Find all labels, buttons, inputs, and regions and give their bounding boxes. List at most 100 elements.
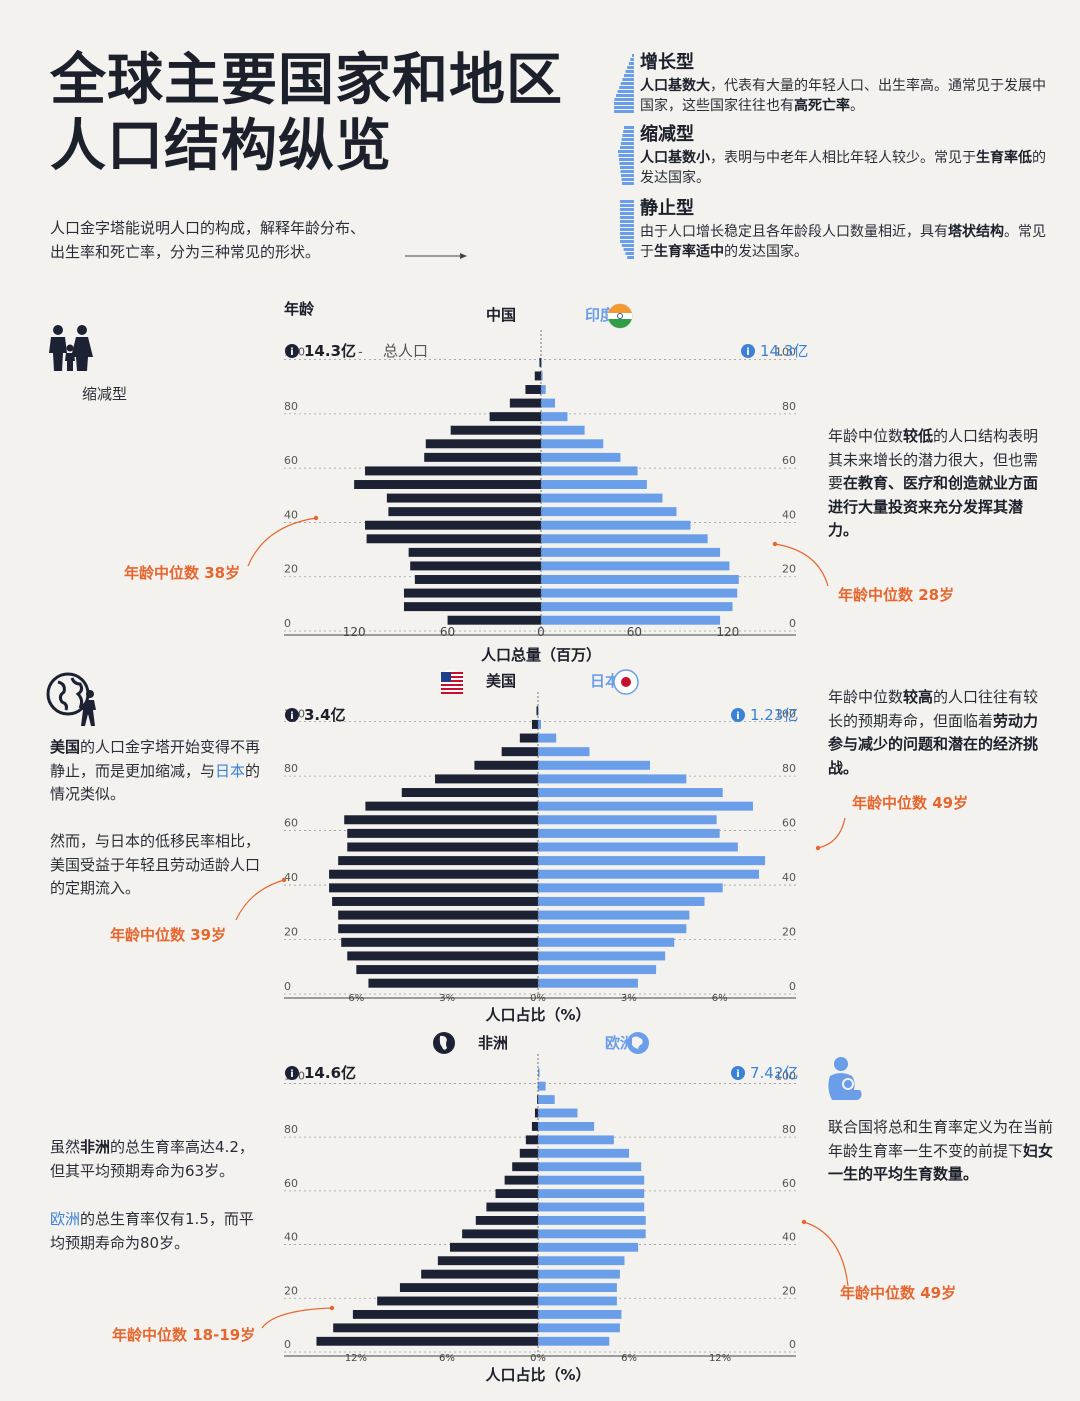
rich-text-segment: 年龄中位数	[828, 427, 904, 445]
bar-left-75-79	[435, 774, 538, 784]
rich-text-segment: 劳动力参与减少的问题和潜在的经济挑战。	[828, 711, 1039, 777]
arrowhead	[815, 845, 821, 851]
bar-right-25-29	[538, 1269, 620, 1279]
rich-text-segment: 的发达国家。	[724, 244, 808, 260]
left-median-label: 年龄中位数 39岁	[110, 926, 226, 944]
rich-text-segment: 年龄中位数	[828, 688, 904, 706]
bar-right-50-54	[538, 842, 738, 852]
us-flag-icon	[440, 670, 464, 694]
age-tick-left: 60	[284, 1177, 298, 1190]
age-tick-right: 0	[789, 617, 796, 630]
bar-left-55-59	[347, 828, 538, 838]
right-total-value: 7.42亿	[750, 1064, 798, 1082]
legend-stripe	[619, 86, 634, 89]
legend-stripe	[621, 244, 634, 247]
left-total: i 14.3亿	[285, 342, 356, 360]
x-tick-label: 3%	[439, 993, 455, 1004]
bar-right-75-79	[538, 1135, 614, 1145]
migration-globe-icon	[46, 672, 96, 726]
legend-stripe	[628, 62, 634, 65]
right-median-arrow	[803, 1221, 849, 1287]
bar-right-40-44	[538, 1229, 646, 1239]
bar-left-90-94	[519, 733, 538, 743]
bar-left-25-29	[421, 1269, 538, 1279]
rich-text-segment: 美国	[50, 738, 81, 756]
china-india-pyramid: 10010080806060404020200012060060120人口总量（…	[124, 300, 954, 664]
africa-globe-icon	[433, 1032, 455, 1054]
bar-left-80-84	[509, 398, 541, 408]
age-tick-left: 20	[284, 1284, 298, 1297]
bar-right-0-4	[541, 615, 721, 625]
bar-left-50-54	[486, 1202, 538, 1212]
info-icon	[285, 708, 299, 722]
type-growth-name: 增长型	[640, 52, 694, 73]
left-region-name: 非洲	[478, 1034, 508, 1052]
bar-left-85-89	[501, 747, 538, 757]
rich-text-segment: ，表明与中老年人相比年轻人较少。常见于	[710, 150, 976, 166]
legend-stripe	[630, 58, 634, 61]
bar-right-30-34	[538, 1256, 625, 1266]
africa-note: 虽然非洲的总生育率高达4.2，但其平均预期寿命为63岁。	[50, 1136, 266, 1183]
legend-stripe	[614, 102, 634, 105]
age-tick-left: 40	[284, 871, 298, 884]
legend-stripe	[620, 166, 634, 169]
x-axis-label: 人口总量（百万）	[481, 646, 601, 664]
rich-text-segment: 联合国将总和生育率定义为在当前年龄生育率一生不变的前提下	[828, 1118, 1054, 1160]
left-median-label: 年龄中位数 18-19岁	[112, 1326, 255, 1344]
x-axis-label: 人口占比（%）	[485, 1366, 590, 1384]
dash: -	[358, 345, 363, 360]
right-median-label: 年龄中位数 28岁	[838, 586, 954, 604]
bar-left-65-69	[365, 801, 538, 811]
mother-baby-icon	[828, 1057, 862, 1100]
left-total: i 3.4亿	[285, 706, 346, 724]
legend-stripe	[627, 66, 634, 69]
bar-left-10-14	[403, 588, 541, 598]
europe-globe-icon	[627, 1032, 649, 1054]
age-tick-left: 0	[284, 617, 291, 630]
bar-left-100+	[536, 706, 538, 716]
bar-right-90-94	[538, 733, 557, 743]
legend-stripe	[616, 94, 634, 97]
legend-stripe	[618, 154, 634, 157]
bar-left-90-94	[537, 1095, 538, 1105]
left-total: i 14.6亿	[285, 1064, 356, 1082]
bar-right-60-64	[538, 815, 717, 825]
x-tick-label: 6%	[439, 1353, 455, 1364]
left-total-value: 14.3亿	[304, 342, 356, 360]
age-tick-right: 80	[782, 400, 796, 413]
age-tick-right: 60	[782, 817, 796, 830]
legend-stripe	[624, 126, 634, 129]
bar-right-10-14	[538, 951, 666, 961]
rich-text-segment: 的总生育率高达4.2，但其平均预期寿命为63岁。	[50, 1138, 254, 1180]
svg-text:i: i	[736, 711, 739, 722]
bar-right-75-79	[541, 412, 568, 422]
rich-text-segment: 生育率低	[976, 150, 1032, 166]
bar-right-0-4	[538, 1336, 610, 1346]
legend-stripe	[622, 78, 634, 81]
bar-right-5-9	[541, 602, 733, 612]
x-axis-label: 人口占比（%）	[485, 1006, 590, 1024]
bar-left-15-19	[377, 1296, 538, 1306]
bar-right-70-74	[541, 425, 585, 435]
bar-right-55-59	[541, 466, 638, 476]
rich-text-segment: 欧洲	[50, 1210, 81, 1228]
age-tick-right: 80	[782, 762, 796, 775]
bar-left-5-9	[403, 602, 541, 612]
growth-pyramid-icon	[614, 54, 634, 113]
tfr-note: 联合国将总和生育率定义为在当前年龄生育率一生不变的前提下妇女一生的平均生育数量。	[828, 1116, 1056, 1187]
bar-right-45-49	[538, 856, 766, 866]
left-region-name: 中国	[486, 306, 516, 324]
bar-left-45-49	[475, 1215, 538, 1225]
age-tick-right: 100	[775, 708, 796, 721]
bar-left-70-74	[450, 425, 541, 435]
bar-left-5-9	[356, 965, 538, 975]
bar-left-80-84	[531, 1121, 538, 1131]
legend-stripe	[632, 54, 634, 57]
x-tick-label: 3%	[621, 993, 637, 1004]
bar-left-45-49	[338, 856, 538, 866]
age-tick-left: 60	[284, 454, 298, 467]
bar-right-75-79	[538, 774, 687, 784]
bar-right-60-64	[541, 452, 621, 462]
info-icon	[731, 708, 745, 722]
japan-flag-icon	[613, 669, 639, 695]
